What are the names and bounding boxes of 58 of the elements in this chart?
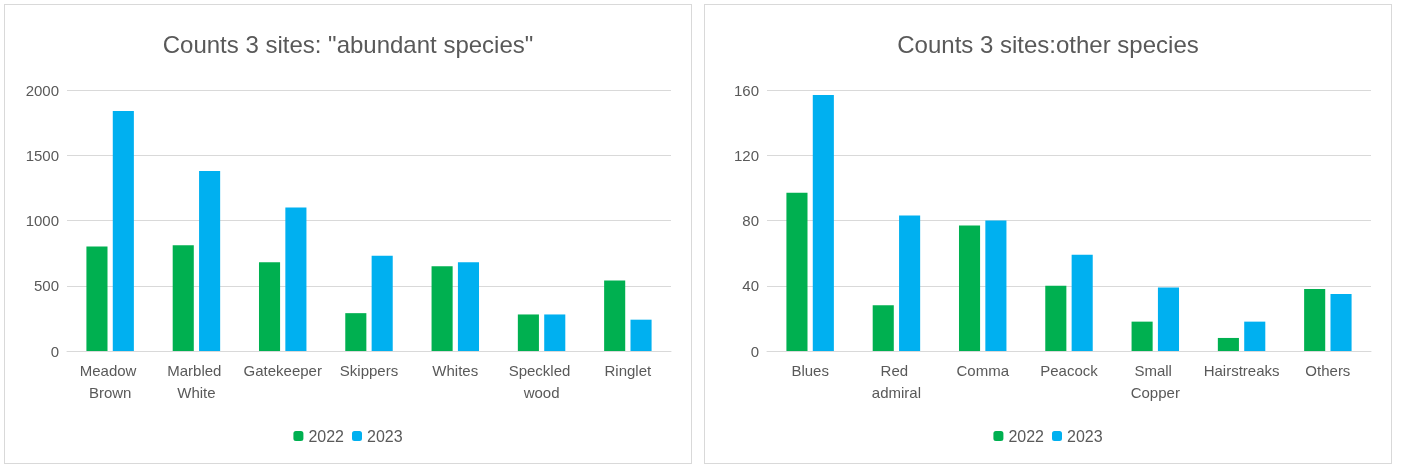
bar — [371, 255, 393, 351]
bar — [199, 170, 221, 351]
bar — [1045, 285, 1067, 351]
x-tick-label: Others — [1305, 361, 1351, 379]
bar — [345, 313, 367, 351]
bar — [1157, 287, 1180, 351]
chart-title: Counts 3 sites:other species — [897, 30, 1199, 58]
bar — [112, 110, 134, 351]
bar — [1244, 321, 1266, 351]
legend-label: 2022 — [308, 427, 345, 445]
legend-label: 2023 — [1067, 427, 1103, 445]
bar — [985, 220, 1007, 351]
bar — [1071, 254, 1093, 351]
y-tick-label: 40 — [742, 277, 759, 295]
x-tick-label: Peacock — [1040, 361, 1099, 379]
legend-label: 2022 — [1008, 427, 1045, 445]
bar — [786, 192, 808, 351]
x-tick-label: Comma — [956, 361, 1010, 379]
bar — [1131, 321, 1153, 351]
x-tick-label: Blues — [791, 361, 829, 379]
y-tick-label: 120 — [733, 146, 759, 164]
x-tick-label: Small Copper — [1130, 361, 1180, 401]
x-tick-label: Gatekeeper — [243, 361, 322, 379]
bar — [872, 305, 894, 351]
y-tick-label: 160 — [733, 81, 759, 99]
x-tick-label: Speckled wood — [508, 361, 575, 401]
bar — [1304, 289, 1326, 351]
y-tick-label: 1500 — [25, 146, 59, 164]
y-tick-label: 0 — [750, 342, 759, 360]
bar — [958, 225, 981, 351]
bar — [258, 262, 281, 351]
y-tick-label: 2000 — [25, 81, 59, 99]
chart-title: Counts 3 sites: "abundant species" — [162, 30, 534, 58]
bar — [604, 280, 626, 351]
x-tick-label: Skippers — [339, 361, 399, 379]
y-tick-label: 80 — [742, 212, 759, 229]
x-tick-label: Red admiral — [871, 361, 922, 401]
bar — [899, 215, 921, 351]
x-tick-label: Ringlet — [604, 361, 653, 379]
legend-label: 2023 — [367, 427, 403, 445]
bar — [1217, 337, 1239, 351]
bar — [544, 314, 566, 351]
y-tick-label: 500 — [33, 277, 59, 295]
bar — [86, 246, 108, 351]
x-tick-label: Hairstreaks — [1203, 361, 1280, 379]
y-tick-label: 1000 — [25, 212, 59, 229]
bar — [630, 319, 652, 351]
x-tick-label: Whites — [432, 361, 479, 379]
bar — [431, 266, 453, 351]
x-tick-label: Marbled White — [167, 361, 226, 401]
bar — [1330, 293, 1352, 351]
bar — [285, 207, 307, 351]
bar — [812, 94, 834, 351]
x-tick-label: Meadow Brown — [79, 361, 141, 401]
bar — [517, 314, 539, 351]
y-tick-label: 0 — [50, 342, 59, 360]
bar — [457, 262, 480, 351]
bar — [172, 245, 194, 351]
